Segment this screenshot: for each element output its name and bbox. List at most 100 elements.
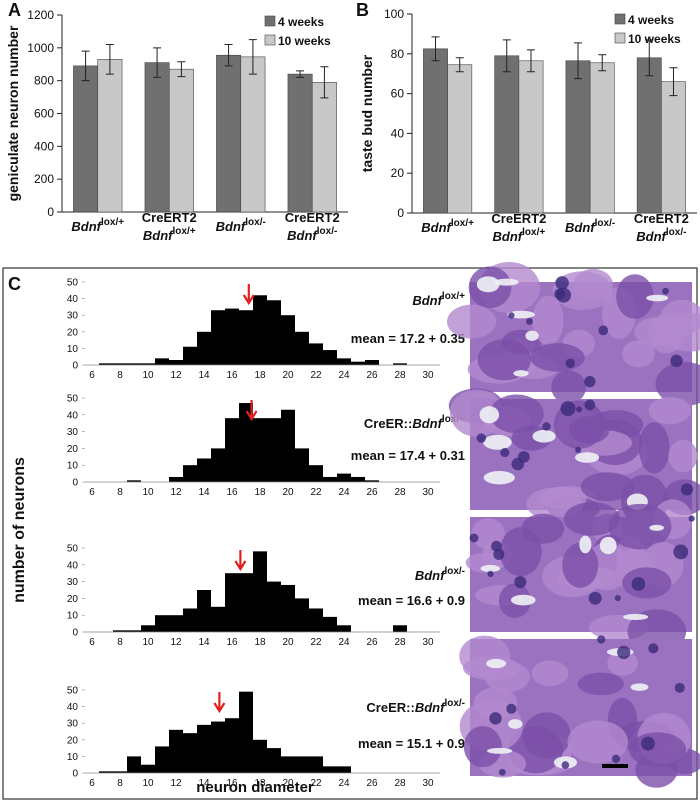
hist-bar [141, 363, 155, 365]
scale-bar [602, 764, 628, 768]
cell [655, 362, 700, 406]
hist-bar [351, 476, 365, 482]
hist-bar [155, 746, 169, 773]
y-axis-label: number of neurons [11, 457, 28, 603]
nucleus [576, 406, 583, 413]
label-sup: lox/+ [173, 226, 196, 237]
hist-bar [323, 350, 337, 365]
label-gene: Bdnf [143, 228, 174, 243]
nucleus [670, 354, 683, 368]
cell [463, 655, 520, 681]
y-tick-label: 100 [384, 7, 404, 21]
label-sup: lox/+ [101, 217, 124, 228]
label-gene: Bdnf [216, 219, 247, 234]
y-tick-label: 400 [34, 139, 54, 153]
error-bar [296, 70, 305, 78]
cell [580, 472, 635, 502]
y-tick-label: 10 [67, 344, 79, 355]
x-tick-label: 10 [142, 778, 154, 789]
x-tick-label: 26 [366, 637, 378, 648]
nucleus [648, 643, 659, 654]
nucleus [498, 768, 506, 776]
y-tick-label: 30 [67, 427, 79, 438]
gap [630, 683, 649, 691]
hist-bar [393, 625, 407, 632]
category-label: Bdnflox/+ [493, 227, 546, 244]
y-tick-label: 200 [34, 172, 54, 186]
hist-bar [337, 625, 351, 632]
x-tick-label: 30 [422, 487, 434, 498]
y-tick-label: 800 [34, 74, 54, 88]
nucleus [575, 446, 582, 453]
label-prefix: CreER:: [364, 416, 412, 431]
hist-bar [309, 756, 323, 773]
nucleus [584, 376, 596, 388]
mean-label: mean = 15.1 + 0.9 [358, 736, 465, 751]
x-tick-label: 24 [338, 778, 350, 789]
gap [579, 535, 592, 554]
nucleus [500, 448, 510, 458]
hist-bar [169, 476, 183, 482]
label-gene: Bdnf [493, 229, 524, 244]
gap [494, 278, 519, 286]
x-tick-label: 12 [170, 370, 182, 381]
cell [567, 720, 629, 764]
gap [599, 536, 617, 555]
y-tick-label: 0 [72, 628, 78, 639]
x-tick-label: 6 [89, 370, 95, 381]
bar [589, 62, 615, 214]
hist-bar [197, 724, 211, 773]
gap [513, 370, 529, 377]
label-sup: lox/+ [451, 218, 474, 229]
bar [661, 81, 686, 214]
y-tick-label: 50 [67, 544, 79, 555]
hist-bar [225, 573, 239, 632]
cell [648, 397, 692, 425]
nucleus [487, 570, 494, 578]
y-tick-label: 40 [67, 410, 79, 421]
gap [479, 406, 500, 424]
x-tick-label: 16 [226, 370, 238, 381]
cell [638, 422, 670, 474]
hist-bar [127, 630, 141, 632]
cell [577, 672, 625, 696]
category-label: Bdnflox/- [565, 218, 615, 235]
bar [447, 64, 473, 214]
x-tick-label: 20 [282, 637, 294, 648]
bar [636, 57, 662, 214]
hist-bar [309, 608, 323, 632]
error-bar [248, 39, 257, 75]
x-tick-label: 14 [198, 487, 210, 498]
cell [629, 732, 687, 768]
cell [607, 650, 638, 676]
label-gene: Bdnf [415, 568, 446, 583]
y-tick-label: 80 [391, 47, 405, 61]
hist-bar [127, 480, 141, 482]
bar [565, 60, 591, 214]
nucleus [511, 457, 525, 471]
label-gene: Bdnf [636, 229, 667, 244]
cell [563, 502, 621, 536]
hist-bar [267, 300, 281, 365]
hist-bar [295, 331, 309, 365]
hist-bar [183, 608, 197, 632]
x-tick-label: 12 [170, 637, 182, 648]
nucleus [674, 682, 685, 693]
label-gene: Bdnf [565, 220, 596, 235]
x-tick-label: 10 [142, 637, 154, 648]
hist-bar [113, 630, 127, 632]
legend-swatch [614, 13, 626, 25]
gap [532, 429, 556, 443]
x-tick-label: 16 [226, 778, 238, 789]
nucleus [526, 318, 533, 325]
x-tick-label: 28 [394, 637, 406, 648]
nucleus [561, 761, 570, 769]
hist-bar [239, 403, 253, 482]
hist-bar [141, 625, 155, 632]
x-tick-label: 8 [117, 487, 123, 498]
error-bar [81, 50, 90, 82]
x-tick-label: 22 [310, 370, 322, 381]
x-tick-label: 22 [310, 487, 322, 498]
cell [531, 660, 569, 686]
category-label: Bdnflox/- [216, 217, 266, 234]
